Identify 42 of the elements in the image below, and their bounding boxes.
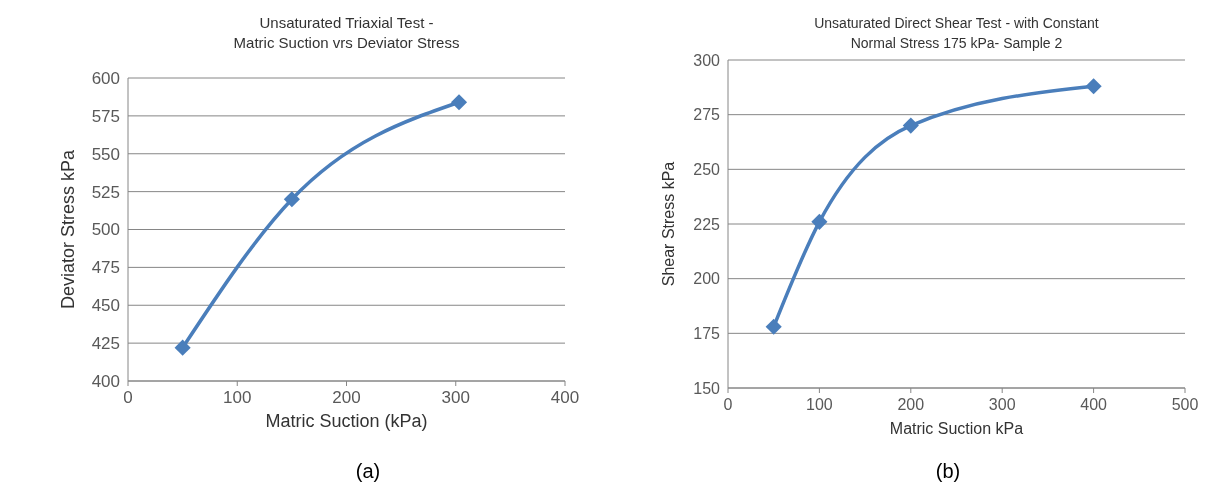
y-tick-label: 300 (693, 51, 721, 69)
y-tick-label: 400 (91, 371, 120, 391)
point (902, 117, 919, 134)
y-tick-label: 275 (693, 106, 721, 124)
y-tick-label: 250 (693, 160, 721, 178)
y-tick-label: 475 (91, 258, 120, 278)
y-axis-title: Deviator Stress kPa (58, 148, 78, 310)
x-tick-label: 100 (223, 388, 252, 407)
y-tick-label: 450 (91, 296, 120, 316)
x-tick-label: 200 (897, 396, 925, 413)
x-axis-title: Matric Suction kPa (889, 420, 1024, 437)
point (765, 318, 782, 335)
x-tick-label: 300 (988, 396, 1016, 413)
y-tick-label: 225 (693, 215, 721, 233)
x-tick-label: 400 (550, 388, 580, 407)
x-tick-label: 200 (332, 388, 361, 407)
x-tick-label: 500 (1171, 396, 1199, 413)
y-tick-label: 175 (693, 324, 721, 342)
y-tick-label: 550 (91, 144, 120, 164)
chart-title: Unsaturated Direct Shear Test - with Constant Normal Stress 175 kPa- Sample 2 (814, 15, 1099, 51)
y-tick-label: 425 (91, 334, 120, 354)
y-tick-label: 525 (91, 182, 120, 202)
chart-title: Unsaturated Triaxial Test - Matric Suction vrs Deviator Stress (233, 14, 460, 51)
x-tick-label: 400 (1080, 396, 1108, 413)
point (811, 213, 828, 230)
point (450, 94, 468, 111)
x-tick-label: 100 (806, 396, 833, 413)
y-tick-label: 600 (91, 68, 120, 88)
point (174, 339, 191, 356)
y-tick-label: 200 (693, 270, 721, 288)
y-tick-label: 500 (91, 220, 120, 240)
text: (b) (935, 460, 961, 482)
x-tick-label: 300 (441, 388, 470, 407)
point (1085, 78, 1102, 95)
x-axis-title: Matric Suction (kPa) (265, 411, 428, 431)
x-tick-label: 0 (123, 388, 133, 407)
point (283, 191, 300, 208)
text: (a) (355, 460, 381, 482)
y-tick-label: 150 (693, 379, 721, 397)
y-tick-label: 575 (91, 106, 120, 126)
y-axis-title: Shear Stress kPa (660, 161, 677, 287)
x-tick-label: 0 (723, 396, 733, 413)
